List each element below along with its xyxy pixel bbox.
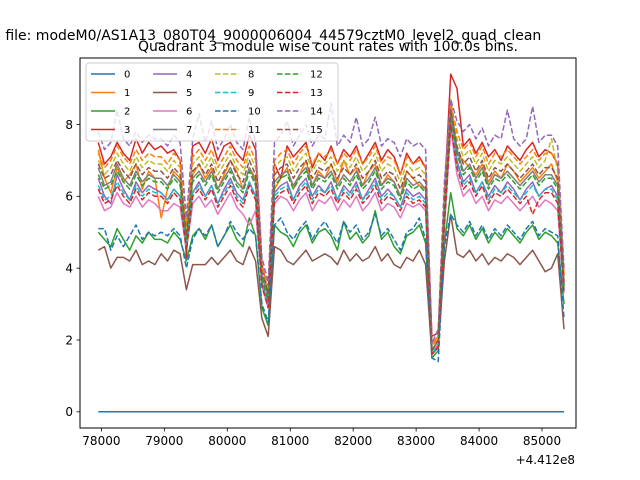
legend-label-7: 7 bbox=[186, 125, 192, 136]
x-axis-ticks: 78000 79000 80000 81000 82000 83000 84000 85000 bbox=[82, 428, 561, 448]
series-layer bbox=[97, 73, 565, 413]
legend-label-4: 4 bbox=[186, 70, 192, 81]
series-line-9 bbox=[97, 120, 565, 356]
series-line-8 bbox=[97, 98, 565, 348]
legend-label-2: 2 bbox=[124, 107, 130, 118]
legend-label-8: 8 bbox=[248, 70, 254, 81]
y-tick-label: 8 bbox=[65, 118, 73, 132]
x-tick-label: 83000 bbox=[397, 434, 435, 448]
axes-frame bbox=[79, 57, 577, 429]
legend-label-13: 13 bbox=[310, 88, 323, 99]
x-axis-offset-label: +4.412e8 bbox=[516, 453, 575, 467]
series-line-2 bbox=[97, 191, 565, 359]
series-line-11 bbox=[97, 102, 565, 348]
x-tick-label: 78000 bbox=[82, 434, 120, 448]
series-line-13 bbox=[97, 123, 565, 356]
y-tick-label: 6 bbox=[65, 190, 73, 204]
legend-label-14: 14 bbox=[310, 107, 323, 118]
legend-label-15: 15 bbox=[310, 125, 323, 136]
series-line-10 bbox=[98, 213, 565, 363]
series-line-5 bbox=[97, 213, 565, 356]
series-line-6 bbox=[97, 127, 565, 356]
legend-label-0: 0 bbox=[124, 70, 130, 81]
x-tick-label: 79000 bbox=[145, 434, 183, 448]
legend-label-3: 3 bbox=[124, 125, 130, 136]
y-tick-label: 2 bbox=[65, 333, 73, 347]
plot-area: 78000 79000 80000 81000 82000 83000 84000 85000… bbox=[65, 57, 577, 448]
figure-suptitle: n file: modeM0/AS1A13_080T04_9000006004_… bbox=[0, 28, 541, 44]
legend-label-12: 12 bbox=[310, 70, 323, 81]
legend-label-10: 10 bbox=[248, 107, 261, 118]
y-tick-label: 4 bbox=[65, 261, 73, 275]
series-line-7 bbox=[97, 102, 565, 352]
legend-label-9: 9 bbox=[248, 88, 254, 99]
x-tick-label: 82000 bbox=[334, 434, 372, 448]
x-tick-label: 80000 bbox=[208, 434, 246, 448]
y-tick-label: 0 bbox=[65, 405, 73, 419]
series-line-12 bbox=[97, 112, 565, 352]
legend-label-1: 1 bbox=[124, 88, 130, 99]
x-tick-label: 81000 bbox=[271, 434, 309, 448]
legend-label-6: 6 bbox=[186, 107, 192, 118]
legend-label-11: 11 bbox=[248, 125, 261, 136]
series-line-3 bbox=[97, 73, 565, 338]
series-line-15 bbox=[97, 109, 565, 352]
y-axis-ticks: 0 2 4 6 8 bbox=[65, 118, 80, 419]
legend-label-5: 5 bbox=[186, 88, 192, 99]
x-tick-label: 85000 bbox=[523, 434, 561, 448]
x-tick-label: 84000 bbox=[460, 434, 498, 448]
chart-title: Quadrant 3 module wise count rates with … bbox=[138, 39, 518, 55]
legend-frame bbox=[85, 62, 339, 142]
